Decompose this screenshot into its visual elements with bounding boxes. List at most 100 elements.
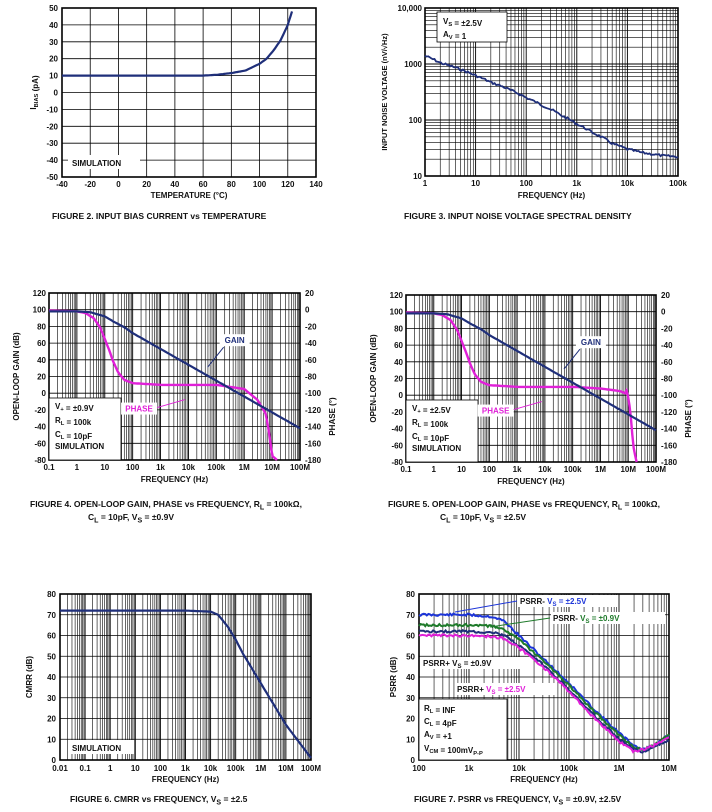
gain-label-bg bbox=[219, 334, 250, 347]
x-tick-label: 1k bbox=[513, 465, 522, 474]
x-tick-label: -20 bbox=[84, 180, 96, 189]
caption-text: FIGURE 5. OPEN-LOOP GAIN, PHASE vs FREQU… bbox=[388, 499, 618, 509]
y-tick-label: 40 bbox=[47, 673, 56, 682]
y-axis-label: CMRR (dB) bbox=[25, 656, 34, 699]
psrr-label-bg bbox=[518, 595, 618, 607]
y-tick-label: -80 bbox=[391, 458, 403, 467]
x-tick-label: 60 bbox=[199, 180, 208, 189]
y2-tick-label: -40 bbox=[661, 341, 673, 350]
x-tick-label: 0.1 bbox=[400, 465, 412, 474]
figure-5-chart: 0.1 1 10 100 1k 10k 100k 1M 10M 100M -80 -60 -40 -20 0… bbox=[369, 291, 693, 486]
annotation-bg bbox=[68, 155, 140, 169]
figure-5-caption: FIGURE 5. OPEN-LOOP GAIN, PHASE vs FREQU… bbox=[388, 499, 660, 512]
x-tick-label: 100 bbox=[412, 764, 426, 773]
x-tick-label: 100 bbox=[520, 179, 534, 188]
legend-supply: V+ = ±0.9V bbox=[55, 402, 94, 413]
y-tick-label: 120 bbox=[390, 291, 404, 300]
y-axis-label: OPEN-LOOP GAIN (dB) bbox=[12, 332, 21, 421]
legend-rl: RL = 100k bbox=[55, 416, 92, 427]
y-tick-label: 30 bbox=[47, 694, 56, 703]
y-tick-label: 70 bbox=[47, 611, 56, 620]
y2-axis-label: PHASE (°) bbox=[684, 399, 693, 438]
y-tick-label: 10 bbox=[413, 172, 422, 181]
psrr-label-bg bbox=[551, 612, 665, 624]
series-line bbox=[62, 11, 294, 77]
y-tick-label: 40 bbox=[406, 673, 415, 682]
y-tick-label: -20 bbox=[391, 408, 403, 417]
caption-sub: S bbox=[216, 798, 222, 807]
psrr-arrow bbox=[454, 600, 518, 613]
x-tick-label: 100M bbox=[290, 463, 310, 472]
legend-cl: CL = 4pF bbox=[424, 717, 457, 728]
x-tick-label: 1M bbox=[613, 764, 624, 773]
caption-text: C bbox=[88, 512, 95, 522]
y-tick-label: 10,000 bbox=[398, 4, 423, 13]
y2-tick-label: -180 bbox=[661, 458, 678, 467]
legend-cl: CL = 10pF bbox=[55, 430, 92, 441]
figure-7-caption: FIGURE 7. PSRR vs FREQUENCY, VS = ±0.9V,… bbox=[414, 794, 621, 807]
caption-text: FIGURE 7. PSRR vs FREQUENCY, V bbox=[414, 794, 559, 804]
y2-tick-label: -140 bbox=[305, 423, 322, 432]
y2-tick-label: -100 bbox=[661, 391, 678, 400]
y-tick-label: 100 bbox=[390, 308, 404, 317]
x-tick-label: 10k bbox=[621, 179, 635, 188]
x-tick-label: 1M bbox=[595, 465, 606, 474]
figure-6-caption: FIGURE 6. CMRR vs FREQUENCY, VS = ±2.5 bbox=[70, 794, 247, 807]
y-axis-label: INPUT NOISE VOLTAGE (nV/√Hz) bbox=[380, 33, 389, 151]
y2-tick-label: -160 bbox=[661, 441, 678, 450]
y-tick-label: -40 bbox=[46, 156, 58, 165]
y2-tick-label: -180 bbox=[305, 456, 322, 465]
caption-text: = ±0.9V bbox=[142, 512, 175, 522]
y-tick-label: 100 bbox=[33, 306, 47, 315]
x-tick-label: 100k bbox=[207, 463, 225, 472]
x-tick-label: 10k bbox=[182, 463, 196, 472]
figure-6-chart: 0.01 0.1 1 10 100 1k 10k 100k 1M 10M 100M 0 10 20 30 40… bbox=[25, 590, 321, 784]
psrr-line bbox=[418, 622, 670, 751]
plot-frame bbox=[418, 593, 670, 761]
x-tick-label: 100k bbox=[227, 764, 245, 773]
x-tick-label: 100k bbox=[564, 465, 582, 474]
x-tick-label: 1 bbox=[423, 179, 428, 188]
x-tick-label: 100 bbox=[126, 463, 140, 472]
y-tick-label: 60 bbox=[394, 341, 403, 350]
x-tick-label: 10 bbox=[457, 465, 466, 474]
legend-av: AV = +1 bbox=[424, 730, 452, 741]
caption-text: = 100kΩ, bbox=[622, 499, 660, 509]
y-tick-label: 50 bbox=[47, 652, 56, 661]
legend-simulation: SIMULATION bbox=[55, 442, 104, 451]
legend-supply: V+ = ±2.5V bbox=[412, 404, 451, 415]
y2-tick-label: -60 bbox=[305, 356, 317, 365]
x-tick-label: 100M bbox=[646, 465, 666, 474]
caption-text: = ±2.5 bbox=[221, 794, 248, 804]
y-tick-label: -40 bbox=[391, 425, 403, 434]
gain-label: GAIN bbox=[581, 338, 601, 347]
y-axis-label: OPEN-LOOP GAIN (dB) bbox=[369, 334, 378, 423]
legend-box bbox=[418, 698, 508, 761]
x-tick-label: 10M bbox=[620, 465, 636, 474]
annotation-simulation: SIMULATION bbox=[72, 744, 121, 753]
x-tick-label: 100 bbox=[253, 180, 267, 189]
y2-tick-label: -140 bbox=[661, 425, 678, 434]
figure-2-chart: -40 -20 0 20 40 60 80 100 120 140-50-40-30-20-100… bbox=[29, 4, 323, 200]
caption-text: = 10pF, V bbox=[450, 512, 490, 522]
series-line bbox=[60, 609, 312, 759]
psrr-label-bg bbox=[421, 657, 521, 669]
psrr-line bbox=[418, 633, 670, 754]
x-tick-label: 20 bbox=[142, 180, 151, 189]
psrr-arrow bbox=[489, 617, 551, 628]
x-tick-label: 10 bbox=[131, 764, 140, 773]
legend-vcm: VCM = 100mVP-P bbox=[424, 744, 483, 757]
x-axis-label: TEMPERATURE (°C) bbox=[151, 191, 228, 200]
psrr-series-label: PSRR+ VS = ±0.9V bbox=[423, 659, 492, 670]
y-tick-label: 80 bbox=[47, 590, 56, 599]
x-tick-label: 10M bbox=[264, 463, 280, 472]
caption-text: = ±0.9V, ±2.5V bbox=[563, 794, 622, 804]
x-tick-label: 10k bbox=[538, 465, 552, 474]
y2-tick-label: 0 bbox=[661, 308, 666, 317]
y-tick-label: 30 bbox=[49, 38, 58, 47]
caption-text: FIGURE 6. CMRR vs FREQUENCY, V bbox=[70, 794, 217, 804]
y-axis-label: PSRR (dB) bbox=[389, 656, 398, 697]
legend-gain: AV = 1 bbox=[443, 30, 467, 41]
x-axis-label: FREQUENCY (Hz) bbox=[141, 475, 209, 484]
